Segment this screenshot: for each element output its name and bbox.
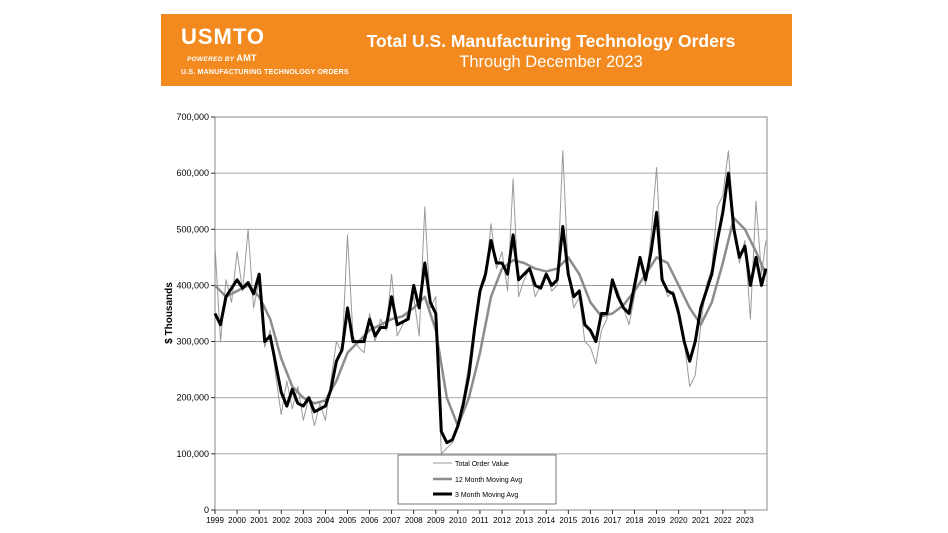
x-tick-label: 2009 — [427, 516, 445, 525]
x-tick-label: 2022 — [714, 516, 732, 525]
x-tick-label: 2003 — [294, 516, 312, 525]
x-tick-label: 2006 — [361, 516, 379, 525]
x-tick-label: 2008 — [405, 516, 423, 525]
x-tick-label: 2010 — [449, 516, 467, 525]
y-tick-label: 600,000 — [176, 168, 209, 178]
legend: Total Order Value 12 Month Moving Avg 3 … — [397, 454, 557, 505]
usmto-logo: USMTO — [181, 24, 266, 49]
chart-subtitle: Through December 2023 — [459, 53, 643, 71]
x-tick-label: 2016 — [581, 516, 599, 525]
powered-by-text: POWERED BY — [187, 56, 235, 63]
y-tick-label: 200,000 — [176, 393, 209, 403]
y-axis: 0 100,000 200,000 300,000 400,000 500,000 600,… — [176, 112, 215, 515]
x-tick-label: 2017 — [604, 516, 622, 525]
title-banner: USMTO POWERED BY AMT U.S. MANUFACTURING … — [161, 14, 792, 86]
powered-by-label: POWERED BY AMT — [187, 53, 257, 63]
x-tick-label: 2000 — [228, 516, 246, 525]
series-line-3-month-moving-avg — [213, 171, 768, 445]
y-tick-label: 500,000 — [176, 224, 209, 234]
x-tick-label: 2012 — [493, 516, 511, 525]
x-tick-label: 2021 — [692, 516, 710, 525]
y-tick-label: 700,000 — [176, 112, 209, 122]
x-tick-label: 2020 — [670, 516, 688, 525]
x-tick-label: 1999 — [206, 516, 224, 525]
chart-title: Total U.S. Manufacturing Technology Orde… — [366, 31, 736, 51]
x-tick-label: 2002 — [272, 516, 290, 525]
y-tick-label: 0 — [204, 505, 209, 515]
x-tick-label: 2011 — [471, 516, 489, 525]
gridlines — [215, 172, 767, 455]
legend-label-ma12: 12 Month Moving Avg — [455, 477, 522, 484]
x-tick-label: 2018 — [626, 516, 644, 525]
y-tick-label: 100,000 — [176, 449, 209, 459]
logo-subtitle: U.S. MANUFACTURING TECHNOLOGY ORDERS — [181, 69, 349, 76]
x-tick-label: 2001 — [250, 516, 268, 525]
x-tick-label: 2005 — [339, 516, 357, 525]
amt-logo: AMT — [236, 53, 257, 63]
y-tick-label: 400,000 — [176, 280, 209, 290]
x-tick-label: 2019 — [648, 516, 666, 525]
legend-box — [397, 454, 557, 505]
y-tick-label: 300,000 — [176, 337, 209, 347]
y-axis-label: $ Thousands — [164, 282, 175, 344]
x-tick-label: 2015 — [559, 516, 577, 525]
x-tick-label: 2014 — [537, 516, 555, 525]
series-lines — [213, 150, 768, 455]
x-tick-label: 2013 — [515, 516, 533, 525]
legend-label-raw: Total Order Value — [455, 461, 509, 468]
x-tick-label: 2007 — [383, 516, 401, 525]
plot-area — [214, 116, 768, 511]
x-tick-label: 2004 — [317, 516, 335, 525]
x-axis: 1999 2000 2001 2002 2003 2004 2005 2006 2007 2008… — [206, 510, 754, 525]
legend-label-ma3: 3 Month Moving Avg — [455, 492, 518, 499]
x-tick-label: 2023 — [736, 516, 754, 525]
